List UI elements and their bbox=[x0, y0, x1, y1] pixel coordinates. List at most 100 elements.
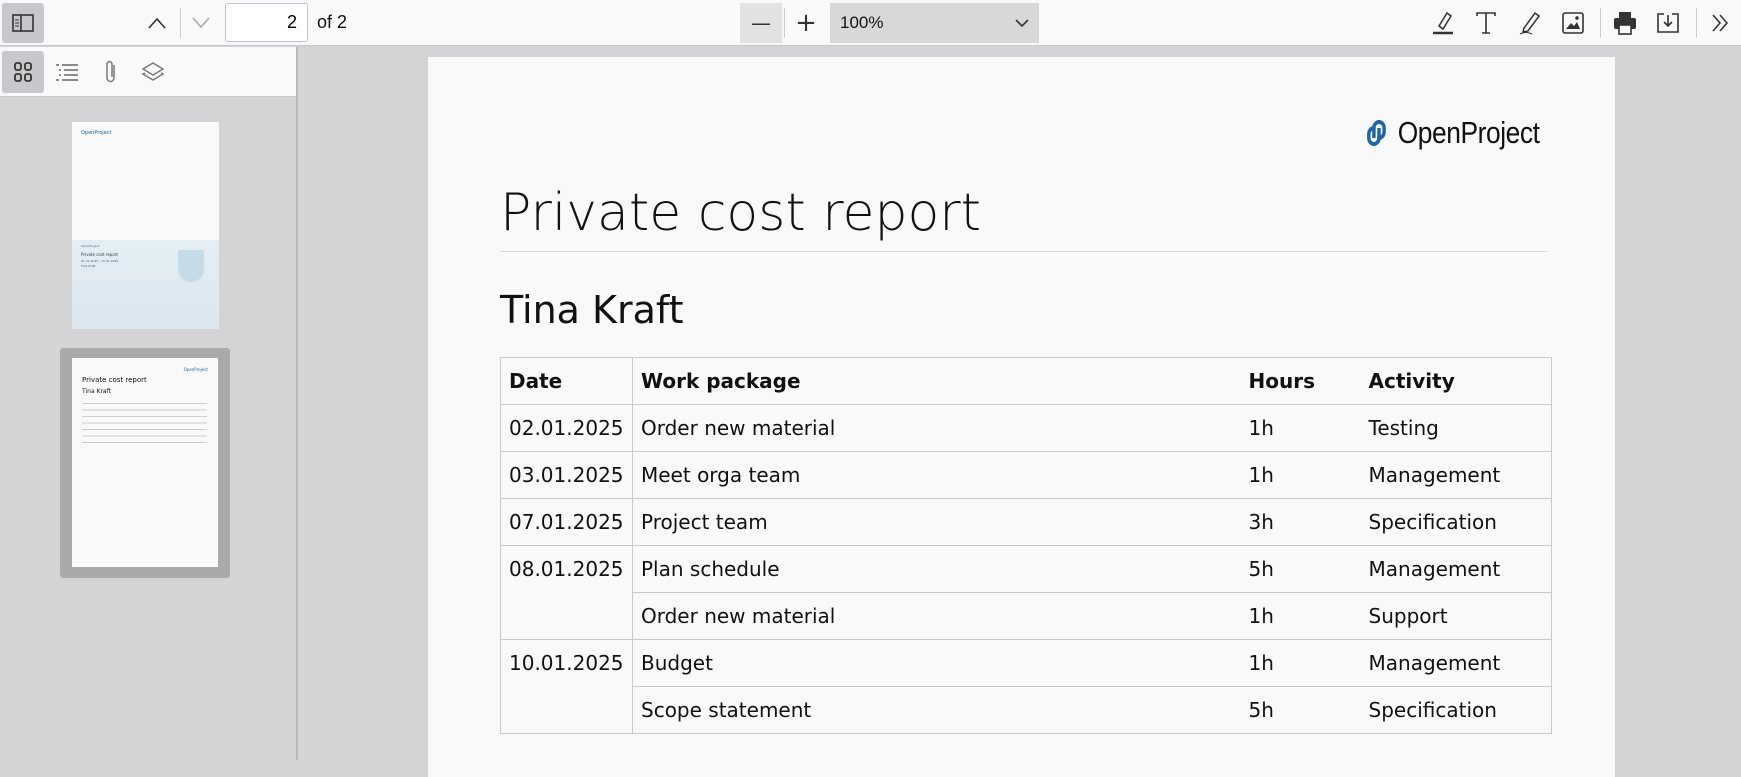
next-page-button[interactable] bbox=[184, 3, 218, 43]
cell-work-package: Budget bbox=[632, 639, 1241, 687]
cell-hours: 1h bbox=[1240, 404, 1361, 452]
highlighter-icon bbox=[1433, 11, 1453, 35]
printer-icon bbox=[1614, 12, 1636, 35]
cell-hours: 3h bbox=[1240, 498, 1361, 546]
shield-graphic bbox=[178, 250, 204, 282]
sidebar-toolbar bbox=[0, 47, 296, 97]
cell-date bbox=[500, 592, 633, 640]
thumb-logo: OpenProject bbox=[81, 130, 112, 136]
logo-text: OpenProject bbox=[1397, 115, 1540, 150]
attachments-view-button[interactable] bbox=[92, 51, 130, 93]
sidebar-icon bbox=[12, 14, 34, 32]
print-button[interactable] bbox=[1607, 3, 1643, 43]
page-count-label: of 2 bbox=[317, 12, 348, 32]
person-name: Tina Kraft bbox=[500, 288, 684, 332]
cell-date: 03.01.2025 bbox=[500, 451, 633, 499]
page-thumbnail-2[interactable]: OpenProject Private cost report Tina Kra… bbox=[60, 348, 230, 578]
cell-work-package: Plan schedule bbox=[632, 545, 1241, 593]
title-rule bbox=[500, 251, 1547, 252]
chevron-down-icon bbox=[1015, 19, 1029, 28]
cell-hours: 1h bbox=[1240, 451, 1361, 499]
tools-menu-button[interactable] bbox=[1702, 3, 1738, 43]
outline-view-button[interactable] bbox=[48, 51, 86, 93]
thumb-text: Tina Kraft bbox=[81, 264, 96, 268]
thumb-logo: OpenProject bbox=[183, 367, 208, 372]
header-date: Date bbox=[500, 357, 633, 405]
openproject-logo-icon bbox=[1367, 120, 1386, 146]
plus-icon: + bbox=[795, 8, 817, 38]
cell-activity: Management bbox=[1360, 639, 1552, 687]
thumb-person: Tina Kraft bbox=[82, 388, 111, 395]
chevron-up-icon bbox=[148, 17, 166, 29]
download-icon bbox=[1657, 13, 1679, 33]
add-image-button[interactable] bbox=[1555, 3, 1591, 43]
thumbnails-view-button[interactable] bbox=[2, 51, 44, 93]
table-row: 08.01.2025 Plan schedule 5h Management bbox=[500, 545, 1552, 593]
cell-date: 02.01.2025 bbox=[500, 404, 633, 452]
zoom-in-button[interactable]: + bbox=[788, 3, 824, 43]
cell-hours: 5h bbox=[1240, 686, 1361, 734]
thumbnails-icon bbox=[14, 62, 32, 82]
divider bbox=[1696, 8, 1697, 38]
cell-date bbox=[500, 686, 633, 734]
cell-activity: Specification bbox=[1360, 686, 1552, 734]
cost-table: Date Work package Hours Activity 02.01.2… bbox=[500, 357, 1552, 734]
pdf-toolbar: of 2 — + 100% bbox=[0, 0, 1741, 46]
thumb-title: Private cost report bbox=[82, 376, 147, 384]
thumbnail-page: OpenProject Private cost report Tina Kra… bbox=[72, 358, 218, 567]
cell-activity: Testing bbox=[1360, 404, 1552, 452]
table-row: 02.01.2025 Order new material 1h Testing bbox=[500, 404, 1552, 452]
divider bbox=[1600, 8, 1601, 38]
zoom-value: 100% bbox=[840, 13, 884, 32]
layers-view-button[interactable] bbox=[134, 51, 172, 93]
list-icon bbox=[56, 64, 78, 81]
cell-hours: 1h bbox=[1240, 592, 1361, 640]
text-button[interactable] bbox=[1468, 3, 1504, 43]
minus-icon: — bbox=[751, 11, 771, 35]
cell-work-package: Project team bbox=[632, 498, 1241, 546]
image-icon bbox=[1562, 12, 1584, 34]
save-button[interactable] bbox=[1650, 3, 1686, 43]
draw-button[interactable] bbox=[1512, 3, 1548, 43]
openproject-logo: OpenProject bbox=[1362, 115, 1540, 151]
paperclip-icon bbox=[106, 60, 115, 83]
cell-work-package: Order new material bbox=[632, 592, 1241, 640]
previous-page-button[interactable] bbox=[140, 3, 174, 43]
zoom-select[interactable]: 100% bbox=[830, 3, 1039, 43]
cell-date: 08.01.2025 bbox=[500, 545, 633, 593]
page-number-input[interactable] bbox=[225, 3, 308, 42]
cell-hours: 5h bbox=[1240, 545, 1361, 593]
thumb-text: 01.01.2025 - 10.01.2025 bbox=[81, 259, 119, 263]
cell-date: 10.01.2025 bbox=[500, 639, 633, 687]
cell-work-package: Meet orga team bbox=[632, 451, 1241, 499]
highlight-button[interactable] bbox=[1425, 3, 1461, 43]
cell-activity: Specification bbox=[1360, 498, 1552, 546]
table-row: 10.01.2025 Budget 1h Management bbox=[500, 639, 1552, 687]
text-icon bbox=[1476, 12, 1496, 34]
table-header-row: Date Work package Hours Activity bbox=[500, 357, 1552, 405]
sidebar: OpenProject OpenProject Private cost rep… bbox=[0, 47, 298, 760]
cell-date: 07.01.2025 bbox=[500, 498, 633, 546]
toggle-sidebar-button[interactable] bbox=[2, 3, 44, 43]
cell-activity: Management bbox=[1360, 451, 1552, 499]
header-hours: Hours bbox=[1240, 357, 1361, 405]
divider bbox=[180, 8, 181, 38]
cell-hours: 1h bbox=[1240, 639, 1361, 687]
cell-work-package: Scope statement bbox=[632, 686, 1241, 734]
thumb-text: Private cost report bbox=[81, 252, 119, 257]
divider bbox=[784, 8, 785, 38]
cell-work-package: Order new material bbox=[632, 404, 1241, 452]
page-thumbnail-1[interactable]: OpenProject OpenProject Private cost rep… bbox=[72, 122, 219, 329]
cell-activity: Support bbox=[1360, 592, 1552, 640]
table-row: Scope statement 5h Specification bbox=[500, 686, 1552, 734]
document-title: Private cost report bbox=[500, 183, 982, 243]
table-row: 03.01.2025 Meet orga team 1h Management bbox=[500, 451, 1552, 499]
thumb-table bbox=[82, 399, 207, 445]
chevron-down-icon bbox=[192, 17, 210, 29]
table-row: Order new material 1h Support bbox=[500, 592, 1552, 640]
zoom-out-button[interactable]: — bbox=[740, 3, 782, 43]
pencil-icon bbox=[1519, 11, 1541, 35]
cell-activity: Management bbox=[1360, 545, 1552, 593]
table-row: 07.01.2025 Project team 3h Specification bbox=[500, 498, 1552, 546]
header-activity: Activity bbox=[1360, 357, 1552, 405]
